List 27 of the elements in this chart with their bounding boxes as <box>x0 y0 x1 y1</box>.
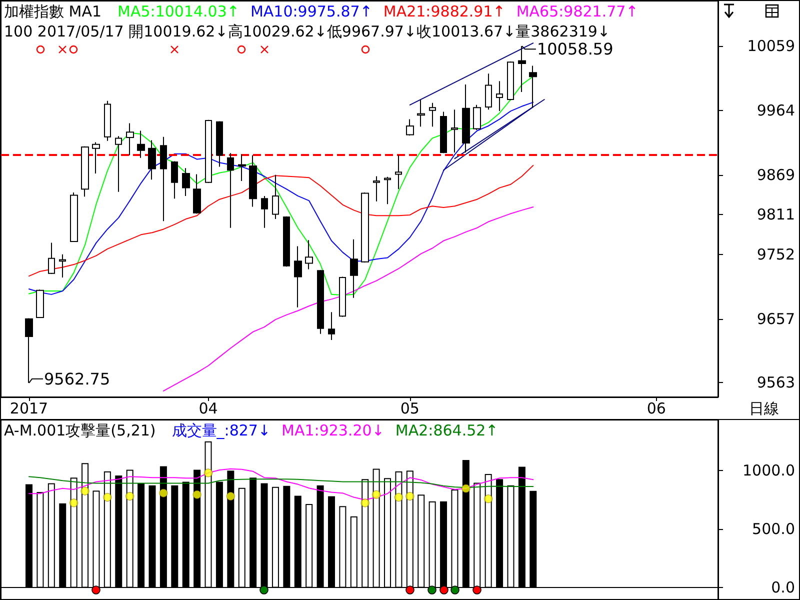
y-tick-label: 500.0 <box>752 520 795 538</box>
text: MA5:10014.03↑ <box>118 2 240 20</box>
text: MA10:9975.87↑ <box>250 2 372 20</box>
annotation: 10058.59 <box>536 40 614 59</box>
text: MA21:9882.91↑ <box>383 2 506 20</box>
y-tick-label: 9869 <box>756 166 795 184</box>
text: MA2:864.52↑ <box>395 422 498 440</box>
y-tick-label: 0.0 <box>771 578 795 597</box>
text: MA1:923.20↓ <box>282 422 384 440</box>
chart-title: 加權指數 MA1 <box>4 2 102 20</box>
y-tick-label: 1000.0 <box>742 462 795 480</box>
chart-title: A-M.001攻擊量(5,21) <box>4 422 156 440</box>
x-tick-label: 2017 <box>10 400 48 418</box>
series-label: 成交量_:827↓ <box>172 422 271 440</box>
text: MA65:9821.77↑ <box>516 2 638 20</box>
x-tick-label: 06 <box>646 400 666 418</box>
x-tick-label: 05 <box>400 400 420 418</box>
text: 100 2017/05/17 開10019.62↓高10029.62↓低9967.97↓收10013.67↓量3862319↓ <box>4 22 610 40</box>
y-tick-label: 10059 <box>747 36 795 55</box>
y-tick-label: 9657 <box>756 310 795 328</box>
y-tick-label: 9964 <box>756 101 795 120</box>
x-tick-label: 04 <box>198 400 218 418</box>
annotation: 9562.75 <box>44 369 110 388</box>
text: 日線 <box>749 400 779 418</box>
y-tick-label: 9563 <box>756 374 795 392</box>
y-tick-label: 9752 <box>756 245 795 264</box>
y-tick-label: 9811 <box>756 205 795 224</box>
